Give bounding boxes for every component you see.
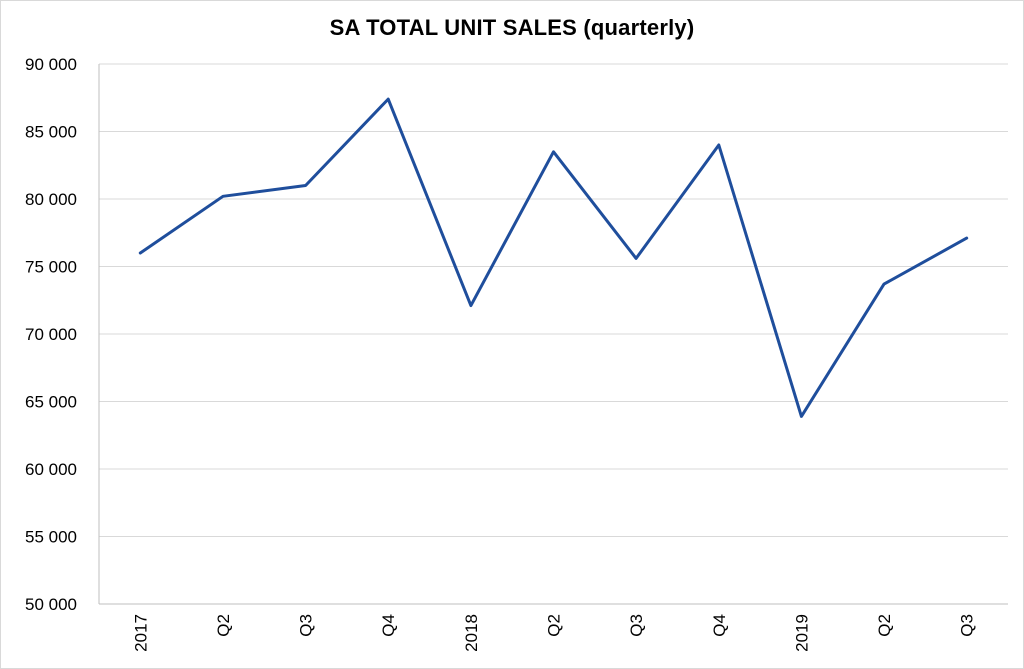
y-tick-label: 55 000 <box>25 528 77 547</box>
axes <box>98 64 1008 605</box>
series-line <box>138 97 969 418</box>
y-tick-label: 65 000 <box>25 393 77 412</box>
x-axis-ticks: 2017 Q2 Q3 Q4 2018 Q2 Q3 Q4 2019 Q2 Q3 <box>131 614 976 652</box>
y-axis-ticks: 50 000 55 000 60 000 65 000 70 000 75 000 80 0… <box>25 55 77 614</box>
x-tick-label: Q3 <box>627 614 646 637</box>
chart-title: SA TOTAL UNIT SALES (quarterly) <box>329 15 695 40</box>
y-tick-label: 60 000 <box>25 460 77 479</box>
gridlines <box>99 63 1008 537</box>
x-tick-label: Q3 <box>297 614 316 637</box>
y-tick-label: 85 000 <box>25 123 77 142</box>
y-tick-label: 75 000 <box>25 258 77 277</box>
x-tick-label: 2017 <box>131 614 150 652</box>
x-tick-label: 2019 <box>792 614 811 652</box>
series-layer <box>138 97 969 418</box>
x-tick-label: Q2 <box>875 614 894 637</box>
y-tick-label: 80 000 <box>25 190 77 209</box>
x-tick-label: Q2 <box>214 614 233 637</box>
x-tick-label: Q4 <box>379 614 398 637</box>
y-tick-label: 50 000 <box>25 595 77 614</box>
y-tick-label: 90 000 <box>25 55 77 74</box>
y-tick-label: 70 000 <box>25 325 77 344</box>
x-tick-label: Q2 <box>545 614 564 637</box>
x-tick-label: Q4 <box>710 614 729 637</box>
x-tick-label: 2018 <box>462 614 481 652</box>
x-tick-label: Q3 <box>958 614 977 637</box>
